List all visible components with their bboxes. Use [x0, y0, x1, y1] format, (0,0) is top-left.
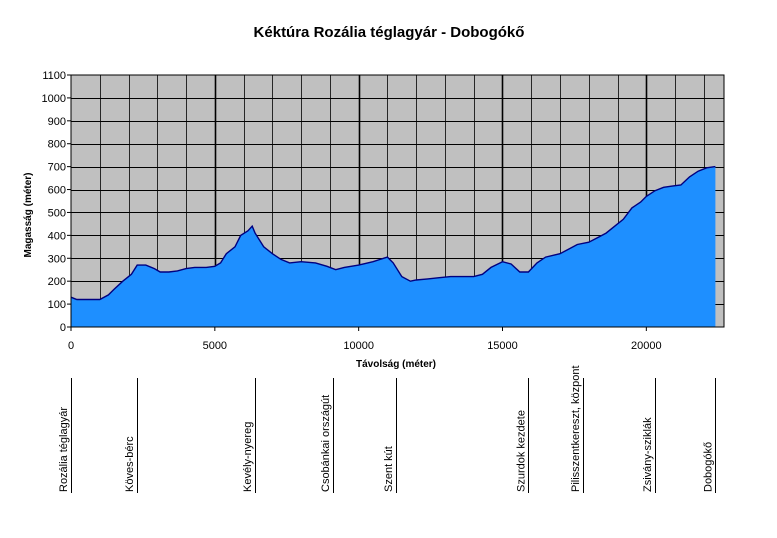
- y-tick-label: 500: [48, 207, 66, 219]
- waypoint-label: Rozália téglagyár: [58, 407, 70, 492]
- y-tick-label: 0: [60, 322, 66, 334]
- x-axis-label: Távolság (méter): [356, 359, 436, 370]
- y-tick-label: 300: [48, 253, 66, 265]
- y-tick-label: 200: [48, 276, 66, 288]
- y-tick-label: 400: [48, 230, 66, 242]
- waypoint-label: Köves-bérc: [124, 436, 136, 492]
- y-axis-label: Magasság (méter): [23, 172, 34, 257]
- elevation-line: [70, 165, 716, 301]
- y-tick-label: 800: [48, 139, 66, 151]
- waypoint-label: Csobánkai országút: [320, 395, 332, 492]
- waypoint-label: Pilisszentkereszt, központ: [570, 365, 582, 492]
- x-tick-label: 10000: [343, 340, 374, 352]
- waypoint-label: Szurdok kezdete: [515, 410, 527, 492]
- waypoint-markers: Rozália téglagyár Köves-bérc Kevély-nyereg…: [58, 365, 716, 493]
- y-tick-label: 600: [48, 185, 66, 197]
- series-layer: [70, 165, 716, 327]
- y-tick-label: 900: [48, 116, 66, 128]
- y-tick-label: 1100: [42, 70, 66, 82]
- axes: 0 100 200 300 400 500 600 700 800 900 1000 1100 0 500…: [42, 70, 662, 352]
- waypoint-label: Zsivány-sziklák: [642, 417, 654, 492]
- y-tick-label: 1000: [42, 93, 66, 105]
- x-tick-label: 0: [68, 340, 74, 352]
- waypoint-label: Kevély-nyereg: [242, 422, 254, 492]
- waypoint-label: Szent kút: [383, 446, 395, 492]
- waypoint-label: Dobogókő: [702, 442, 714, 492]
- chart-title: Kéktúra Rozália téglagyár - Dobogókő: [254, 24, 525, 41]
- y-tick-label: 700: [48, 162, 66, 174]
- elevation-area: [71, 166, 716, 327]
- x-tick-label: 5000: [203, 340, 227, 352]
- y-tick-label: 100: [48, 299, 66, 311]
- x-tick-label: 20000: [631, 340, 662, 352]
- x-tick-label: 15000: [487, 340, 518, 352]
- plot-border: [70, 74, 725, 328]
